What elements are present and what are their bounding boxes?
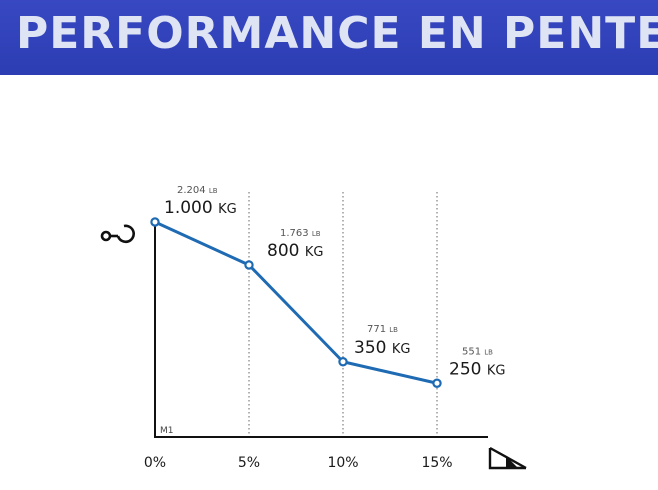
slope-icon (488, 446, 527, 470)
x-tick-label: 10% (327, 455, 358, 471)
x-tick-label: 15% (421, 455, 452, 471)
lb-value: 551 (462, 346, 484, 357)
lb-value: 1.763 (280, 228, 312, 239)
data-label-kg: 800 KG (267, 241, 323, 261)
data-label-lb: 551 LB (462, 346, 493, 357)
data-label-kg: 1.000 KG (164, 198, 237, 218)
kg-value: 250 (449, 359, 487, 379)
data-point (338, 357, 348, 367)
lb-unit: LB (484, 348, 493, 356)
kg-value: 1.000 (164, 198, 218, 218)
lb-unit: LB (312, 230, 321, 238)
data-label-lb: 771 LB (367, 324, 398, 335)
lb-value: 2.204 (177, 185, 209, 196)
hook-icon (100, 224, 135, 244)
grid-lines (248, 192, 438, 437)
lb-unit: LB (209, 187, 218, 195)
page-title: PERFORMANCE EN PENTE (16, 8, 658, 59)
x-tick-label: 5% (238, 455, 260, 471)
data-label-lb: 2.204 LB (177, 185, 218, 196)
data-point (432, 378, 442, 388)
data-label-kg: 250 KG (449, 359, 505, 379)
data-points (150, 217, 442, 388)
data-label-lb: 1.763 LB (280, 228, 321, 239)
header-banner: PERFORMANCE EN PENTE (0, 0, 658, 75)
kg-unit: KG (392, 342, 411, 357)
kg-value: 350 (354, 338, 392, 358)
x-tick-label: 0% (144, 455, 166, 471)
kg-unit: KG (218, 202, 237, 217)
series-line (154, 220, 438, 385)
lb-unit: LB (389, 326, 398, 334)
kg-unit: KG (305, 245, 324, 260)
kg-unit: KG (487, 363, 506, 378)
model-label: M1 (160, 426, 174, 436)
data-point (150, 217, 160, 227)
data-point (244, 260, 254, 270)
data-label-kg: 350 KG (354, 338, 410, 358)
lb-value: 771 (367, 324, 389, 335)
kg-value: 800 (267, 241, 305, 261)
x-tick-labels: 0% 5% 10% 15% (144, 455, 453, 471)
axes (154, 222, 488, 438)
